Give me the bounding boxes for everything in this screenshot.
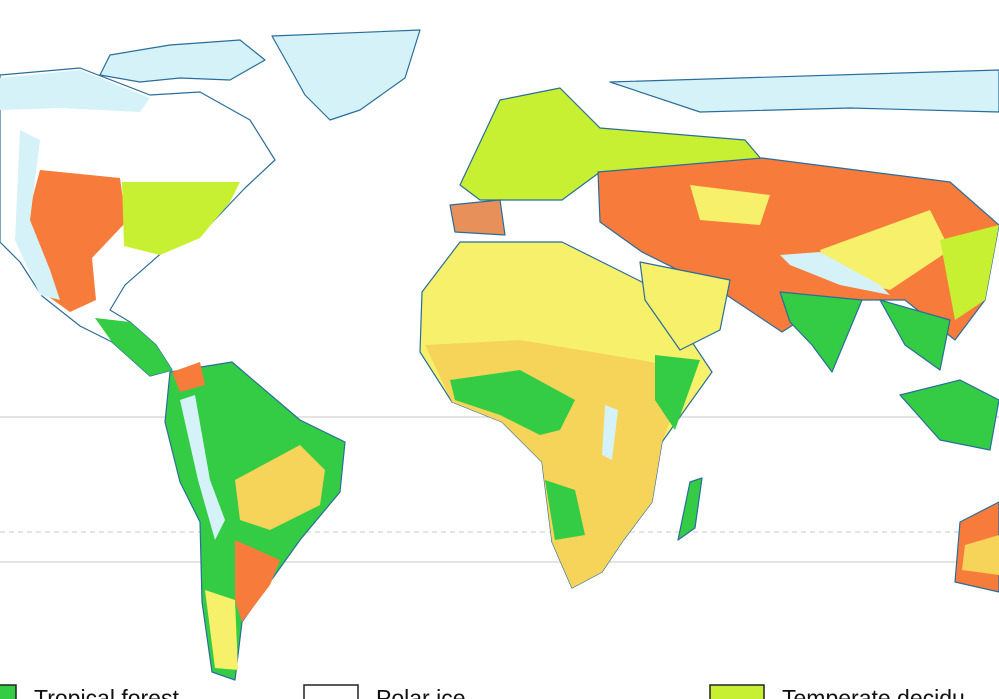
legend-swatch bbox=[709, 684, 765, 699]
grassland bbox=[235, 540, 280, 622]
desert bbox=[690, 185, 770, 225]
southeast-asia bbox=[879, 299, 951, 371]
arabia bbox=[639, 261, 731, 351]
tropical-forest bbox=[545, 480, 585, 540]
legend-label: Temperate decidu bbox=[782, 685, 965, 699]
savanna bbox=[962, 535, 999, 575]
europe bbox=[459, 87, 763, 201]
tropical-forest bbox=[95, 318, 172, 376]
savanna bbox=[235, 445, 325, 530]
legend-label: Polar ice bbox=[376, 685, 465, 699]
arctic-islands bbox=[99, 39, 266, 83]
madagascar bbox=[677, 477, 703, 541]
tropical-forest bbox=[450, 370, 575, 435]
temperate-forest bbox=[940, 225, 999, 320]
desert bbox=[205, 590, 238, 670]
savanna bbox=[425, 340, 690, 588]
india bbox=[779, 291, 863, 373]
mountain-ice bbox=[180, 395, 225, 540]
tropical-forest bbox=[655, 355, 700, 430]
greenland bbox=[271, 29, 421, 121]
grassland bbox=[172, 362, 205, 392]
iberia bbox=[449, 199, 506, 236]
siberia-tundra bbox=[609, 69, 999, 113]
legend-swatch bbox=[0, 684, 17, 699]
indonesia bbox=[899, 379, 999, 451]
legend-label: Tropical forest bbox=[34, 685, 179, 699]
tundra-band bbox=[0, 70, 150, 112]
temperate-forest bbox=[122, 182, 240, 255]
lakes bbox=[602, 405, 618, 460]
legend-swatch bbox=[303, 684, 359, 699]
mountain-ice bbox=[15, 130, 60, 300]
mountain-ice bbox=[780, 252, 890, 295]
